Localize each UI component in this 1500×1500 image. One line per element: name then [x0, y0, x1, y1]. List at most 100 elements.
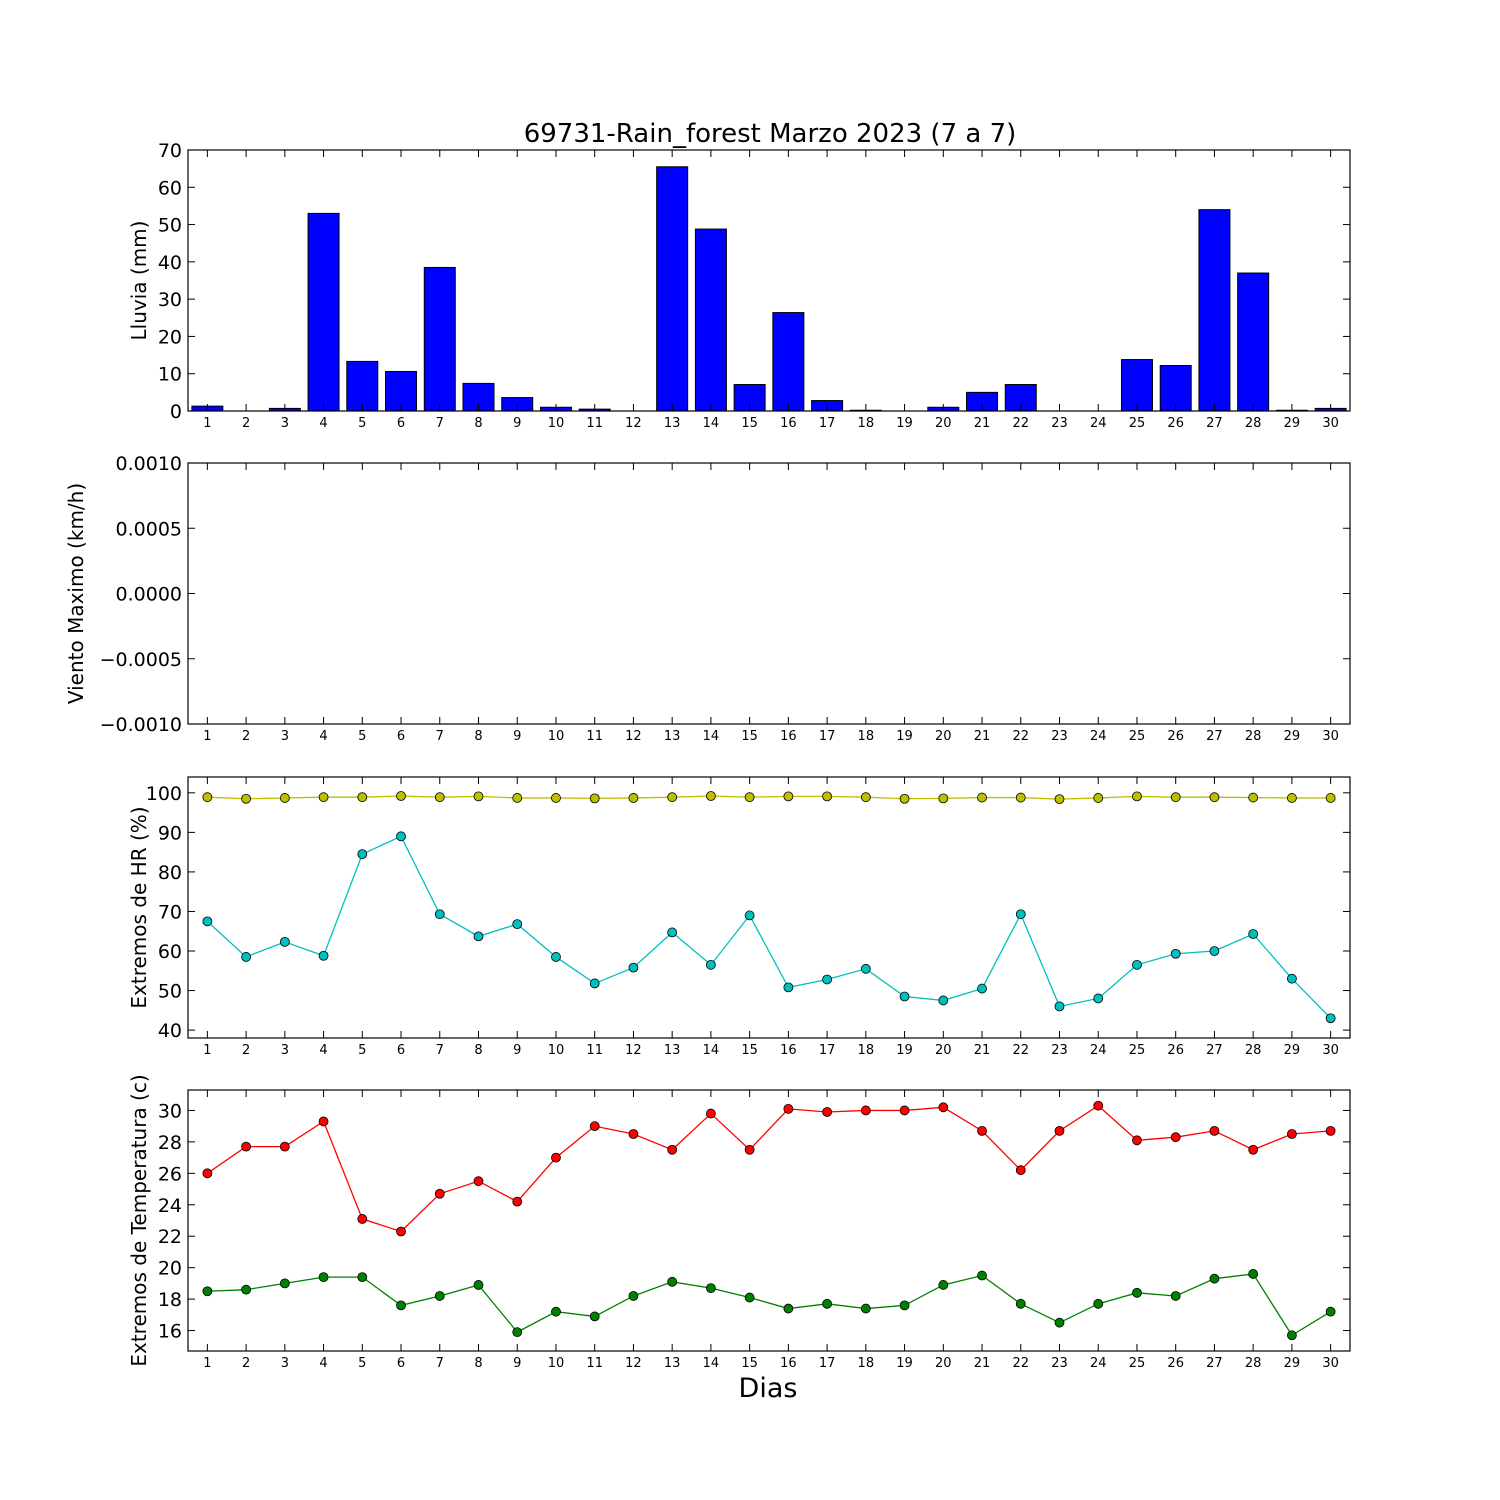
x-tick-label: 5 — [358, 729, 366, 744]
y-tick-label: 20 — [158, 326, 182, 348]
y-tick-label: 50 — [158, 981, 182, 1003]
bar-day-28 — [1237, 272, 1270, 412]
y-tick-label: 70 — [158, 140, 182, 162]
series-2-point-day-6 — [396, 1300, 406, 1311]
series-2-point-day-22 — [1015, 909, 1026, 920]
bar-day-7 — [423, 266, 456, 412]
series-2-point-day-27 — [1209, 946, 1220, 956]
series-1-point-day-9 — [512, 793, 523, 803]
x-tick-label: 14 — [703, 729, 720, 744]
x-tick-label: 1 — [203, 1356, 211, 1371]
x-tick-label: 27 — [1206, 729, 1223, 744]
series-1-point-day-22 — [1015, 792, 1026, 803]
series-2-point-day-19 — [899, 1300, 910, 1311]
x-tick-label: 2 — [242, 729, 250, 744]
series-1-point-day-18 — [860, 1105, 871, 1116]
x-tick-label: 11 — [586, 1043, 603, 1058]
series-1-point-day-28 — [1248, 792, 1259, 803]
series-2-point-day-15 — [744, 910, 755, 921]
series-2-point-day-21 — [977, 1270, 987, 1281]
x-tick-label: 15 — [741, 1043, 758, 1058]
series-line-2 — [206, 835, 1332, 1019]
series-1-point-day-10 — [551, 1152, 561, 1163]
x-tick-label: 7 — [436, 1356, 444, 1371]
x-tick-label: 14 — [703, 1043, 720, 1058]
series-2-point-day-27 — [1209, 1273, 1220, 1284]
series-2-point-day-11 — [589, 1311, 600, 1322]
x-tick-label: 9 — [513, 1043, 521, 1058]
series-2-point-day-3 — [279, 937, 290, 947]
series-2-point-day-20 — [938, 995, 949, 1006]
series-1-point-day-27 — [1209, 792, 1220, 803]
bar-day-16 — [772, 312, 805, 412]
series-1-point-day-12 — [628, 793, 639, 803]
x-tick-label: 13 — [664, 729, 681, 744]
x-tick-label: 29 — [1284, 1356, 1301, 1371]
series-2-point-day-17 — [822, 974, 832, 985]
x-tick-label: 27 — [1206, 1043, 1223, 1058]
x-tick-label: 10 — [548, 1356, 565, 1371]
x-tick-label: 25 — [1129, 1356, 1146, 1371]
x-tick-label: 13 — [664, 1356, 681, 1371]
x-tick-label: 3 — [281, 729, 289, 744]
y-axis-label: Lluvia (mm) — [127, 221, 151, 341]
series-1-point-day-10 — [551, 793, 561, 803]
x-tick-label: 4 — [319, 729, 327, 744]
y-tick-label: 30 — [158, 289, 182, 311]
series-1-point-day-29 — [1287, 793, 1297, 803]
y-tick-label: 80 — [158, 862, 182, 884]
series-2-point-day-24 — [1093, 1298, 1104, 1309]
bar-day-13 — [656, 166, 689, 412]
series-2-point-day-7 — [434, 1291, 445, 1301]
x-tick-label: 26 — [1167, 1356, 1184, 1371]
series-1-point-day-4 — [318, 792, 329, 803]
x-tick-label: 19 — [896, 729, 913, 744]
series-1-point-day-24 — [1093, 1100, 1104, 1111]
series-2-point-day-5 — [357, 1272, 368, 1282]
x-tick-label: 16 — [780, 416, 797, 431]
series-1-point-day-27 — [1209, 1125, 1220, 1136]
series-1-point-day-18 — [860, 792, 871, 803]
series-1-point-day-26 — [1170, 792, 1181, 803]
series-2-point-day-2 — [241, 1284, 252, 1295]
y-tick-label: 20 — [158, 1258, 182, 1280]
x-tick-label: 20 — [935, 1043, 952, 1058]
x-tick-label: 28 — [1245, 729, 1262, 744]
x-tick-label: 1 — [203, 729, 211, 744]
series-2-point-day-6 — [396, 831, 406, 842]
x-tick-label: 27 — [1206, 416, 1223, 431]
series-2-point-day-4 — [318, 950, 329, 961]
x-tick-label: 20 — [935, 729, 952, 744]
series-2-point-day-21 — [977, 983, 987, 994]
y-tick-label: 90 — [158, 822, 182, 844]
bar-day-25 — [1120, 359, 1153, 412]
x-tick-label: 2 — [242, 1356, 250, 1371]
y-tick-label: 40 — [158, 252, 182, 274]
x-tick-label: 25 — [1129, 416, 1146, 431]
bar-day-5 — [346, 360, 379, 412]
x-tick-label: 4 — [319, 1043, 327, 1058]
x-tick-label: 15 — [741, 416, 758, 431]
x-tick-label: 29 — [1284, 729, 1301, 744]
series-2-point-day-5 — [357, 849, 368, 860]
x-tick-label: 19 — [896, 1043, 913, 1058]
x-tick-label: 22 — [1012, 1356, 1029, 1371]
series-1-point-day-17 — [822, 791, 832, 802]
x-tick-label: 24 — [1090, 1043, 1107, 1058]
series-2-point-day-9 — [512, 919, 523, 930]
x-tick-label: 7 — [436, 729, 444, 744]
x-tick-label: 8 — [474, 416, 482, 431]
x-tick-label: 20 — [935, 1356, 952, 1371]
x-tick-label: 24 — [1090, 729, 1107, 744]
series-2-point-day-12 — [628, 962, 639, 973]
series-1-point-day-25 — [1132, 1135, 1142, 1146]
series-1-point-day-6 — [396, 791, 406, 801]
x-tick-label: 22 — [1012, 416, 1029, 431]
x-tick-label: 30 — [1322, 1356, 1339, 1371]
series-1-point-day-28 — [1248, 1144, 1259, 1155]
y-axis-label: Extremos de Temperatura (c) — [127, 1074, 151, 1366]
x-tick-label: 4 — [319, 416, 327, 431]
